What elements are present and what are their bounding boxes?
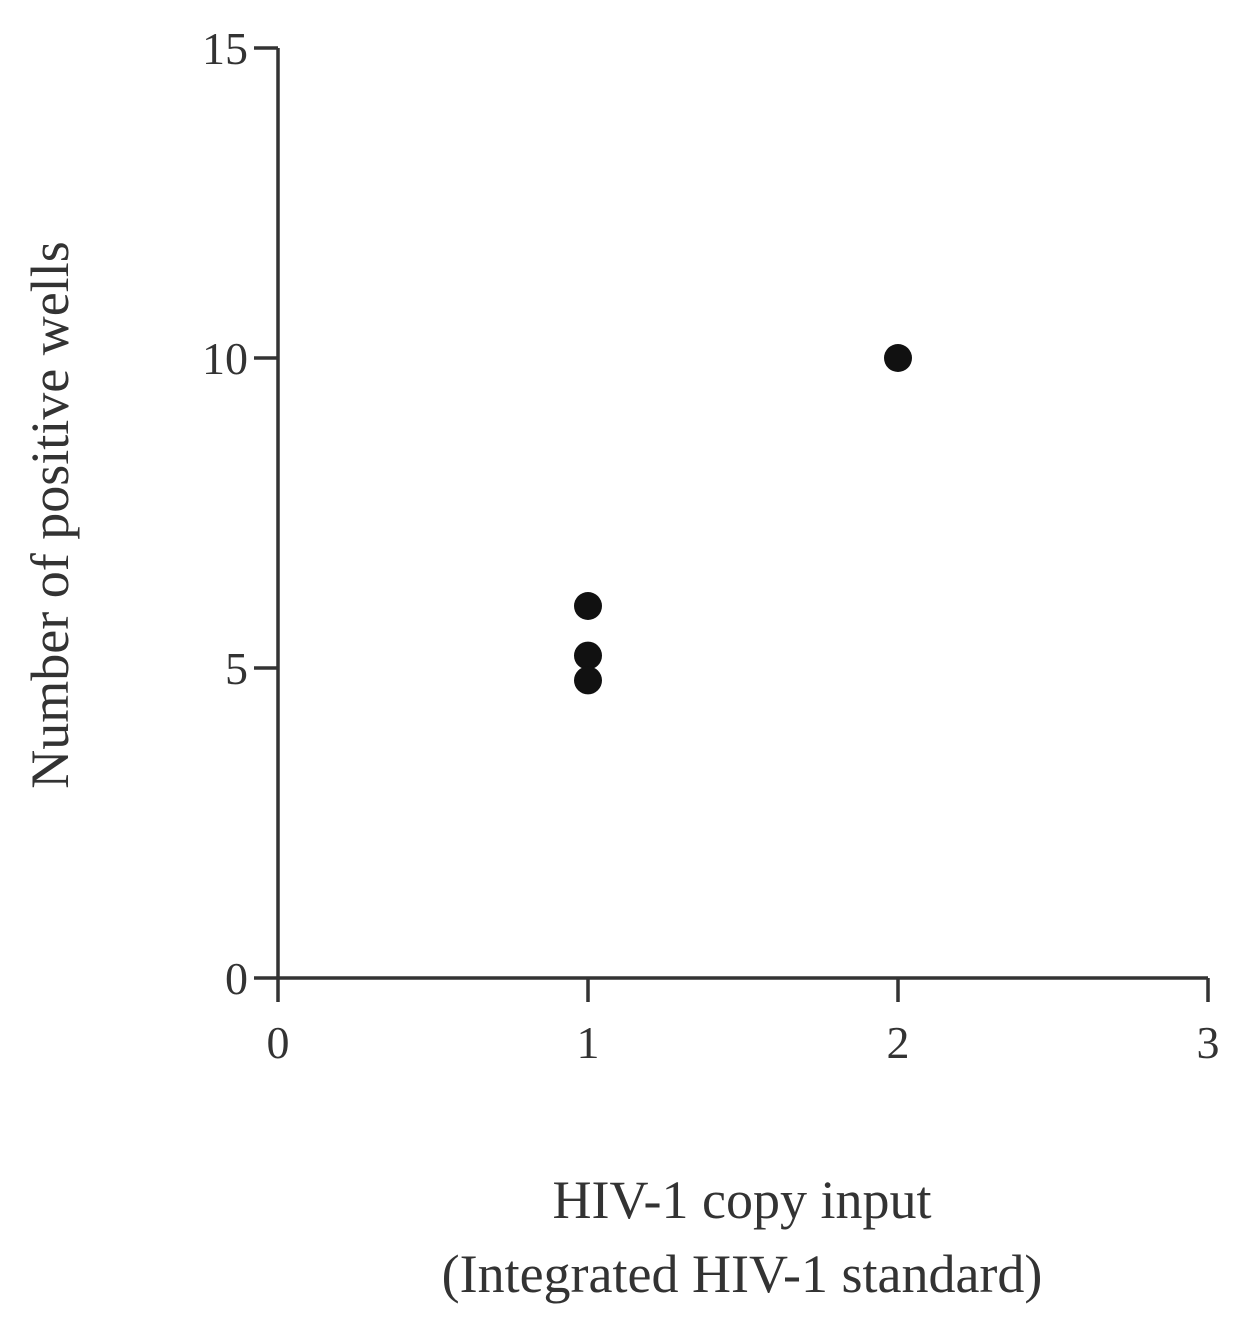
- data-point: [884, 344, 912, 372]
- x-axis-title-line-1: HIV-1 copy input: [553, 1170, 932, 1230]
- x-ticks: 0 1 2 3: [267, 978, 1220, 1068]
- x-tick-label: 3: [1197, 1017, 1220, 1068]
- y-tick-label: 5: [225, 643, 248, 694]
- y-tick-label: 0: [225, 953, 248, 1004]
- data-point: [574, 666, 602, 695]
- x-tick-label: 0: [267, 1017, 290, 1068]
- y-tick-label: 10: [202, 333, 248, 384]
- y-tick-label: 15: [202, 23, 248, 74]
- axes: [276, 48, 1208, 980]
- data-points: [574, 344, 912, 695]
- x-axis-title-line-2: (Integrated HIV-1 standard): [442, 1244, 1043, 1304]
- data-point: [574, 592, 602, 620]
- x-tick-label: 1: [577, 1017, 600, 1068]
- x-tick-label: 2: [887, 1017, 910, 1068]
- data-point: [574, 641, 602, 670]
- y-axis-title: Number of positive wells: [20, 241, 80, 788]
- y-ticks: 0 5 10 15: [202, 23, 278, 1004]
